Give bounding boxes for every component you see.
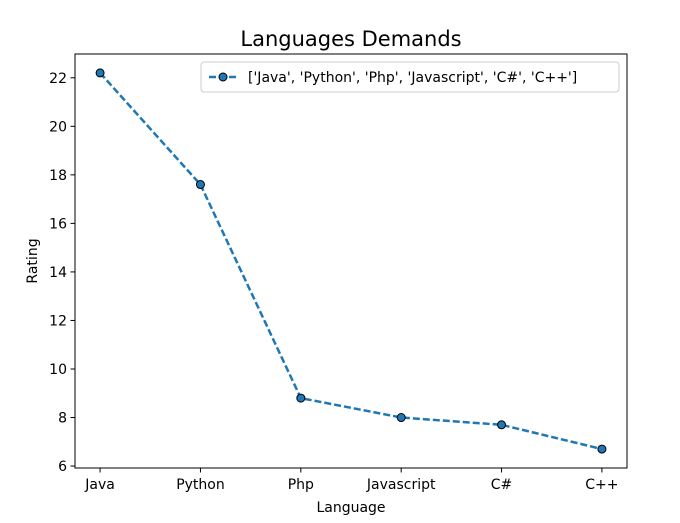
x-axis: Java Python Php Javascript C# C++	[84, 468, 619, 493]
y-tick-label: 18	[49, 168, 67, 184]
y-tick-label: 8	[58, 411, 67, 427]
y-axis: 6 8 10 12 14 16 18 20 22	[49, 71, 75, 475]
data-point-java	[95, 68, 105, 78]
y-tick-label: 6	[58, 459, 67, 475]
legend-entry-label: ['Java', 'Python', 'Php', 'Javascript', …	[248, 70, 577, 86]
data-point-c-	[597, 444, 607, 454]
data-point-c-	[497, 420, 507, 430]
y-tick-label: 20	[49, 119, 67, 135]
legend-box	[200, 61, 620, 93]
y-tick-label: 14	[49, 265, 67, 281]
chart-title: Languages Demands	[240, 27, 461, 51]
plot-area-frame	[74, 53, 628, 469]
x-axis-label: Language	[316, 500, 385, 516]
y-axis-label: Rating	[25, 238, 41, 283]
y-tick-label: 10	[49, 362, 67, 378]
y-tick-label: 22	[49, 71, 67, 87]
x-tick-label: Java	[84, 477, 115, 493]
x-tick-label: Php	[288, 477, 314, 493]
data-point-python	[195, 180, 205, 190]
x-tick-label: Python	[176, 477, 225, 493]
series-line	[99, 72, 603, 451]
series-layer	[95, 68, 607, 454]
data-point-php	[296, 393, 306, 403]
legend: ['Java', 'Python', 'Php', 'Javascript', …	[200, 61, 620, 93]
x-tick-label: Javascript	[366, 477, 436, 493]
x-tick-label: C++	[585, 477, 618, 493]
x-tick-label: C#	[491, 477, 513, 493]
legend-marker-sample	[218, 72, 228, 82]
data-point-javascript	[396, 413, 406, 423]
y-tick-label: 12	[49, 313, 67, 329]
y-tick-label: 16	[49, 216, 67, 232]
